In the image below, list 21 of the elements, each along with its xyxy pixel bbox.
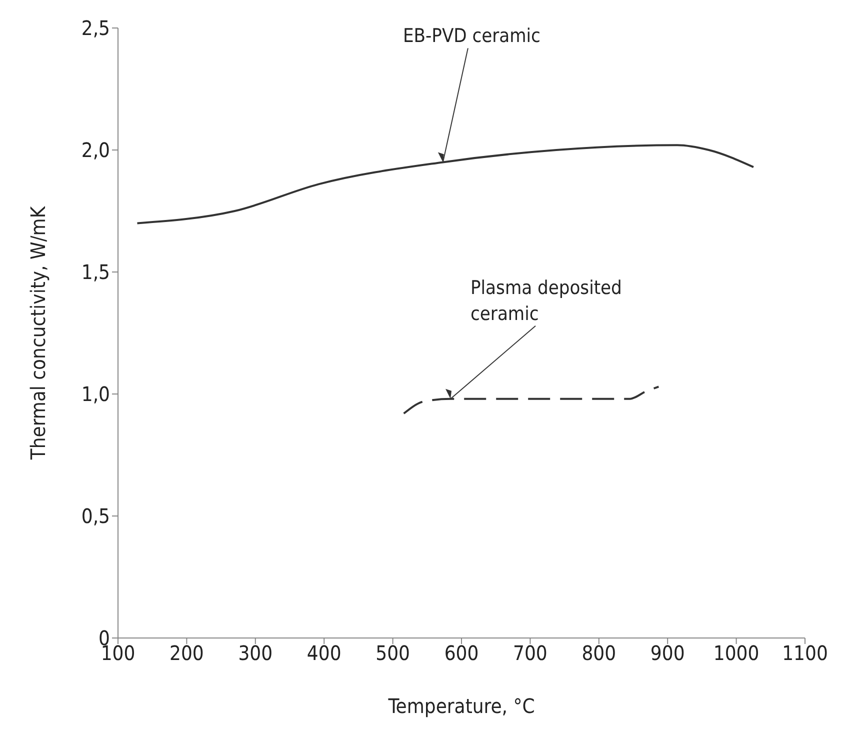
y-tick-label: 2,5 [81,16,110,40]
x-tick-label: 1100 [782,641,828,666]
y-tick-label: 2,0 [81,138,110,162]
x-tick-label: 700 [513,641,548,666]
y-axis-title: Thermal concuctivity, W/mK [26,205,50,461]
x-tick-label: 800 [582,641,616,666]
x-tick-label: 300 [238,641,273,666]
x-tick-label: 900 [650,641,685,666]
x-tick-label: 200 [170,641,204,666]
x-tick-label: 600 [444,641,479,666]
x-tick-label: 400 [306,641,342,666]
x-tick-label: 500 [376,641,410,666]
y-tick-label: 1,0 [81,382,110,406]
x-axis-title: Temperature, °C [387,694,535,718]
line-series [402,386,660,415]
line-series [136,144,754,224]
y-tick-label: 0,5 [81,504,110,528]
text: EB-PVD ceramic [402,25,540,48]
y-tick-label: 1,5 [81,260,110,284]
x-tick-label: 1000 [713,641,760,666]
text: Plasma deposited ceramic [470,276,622,325]
